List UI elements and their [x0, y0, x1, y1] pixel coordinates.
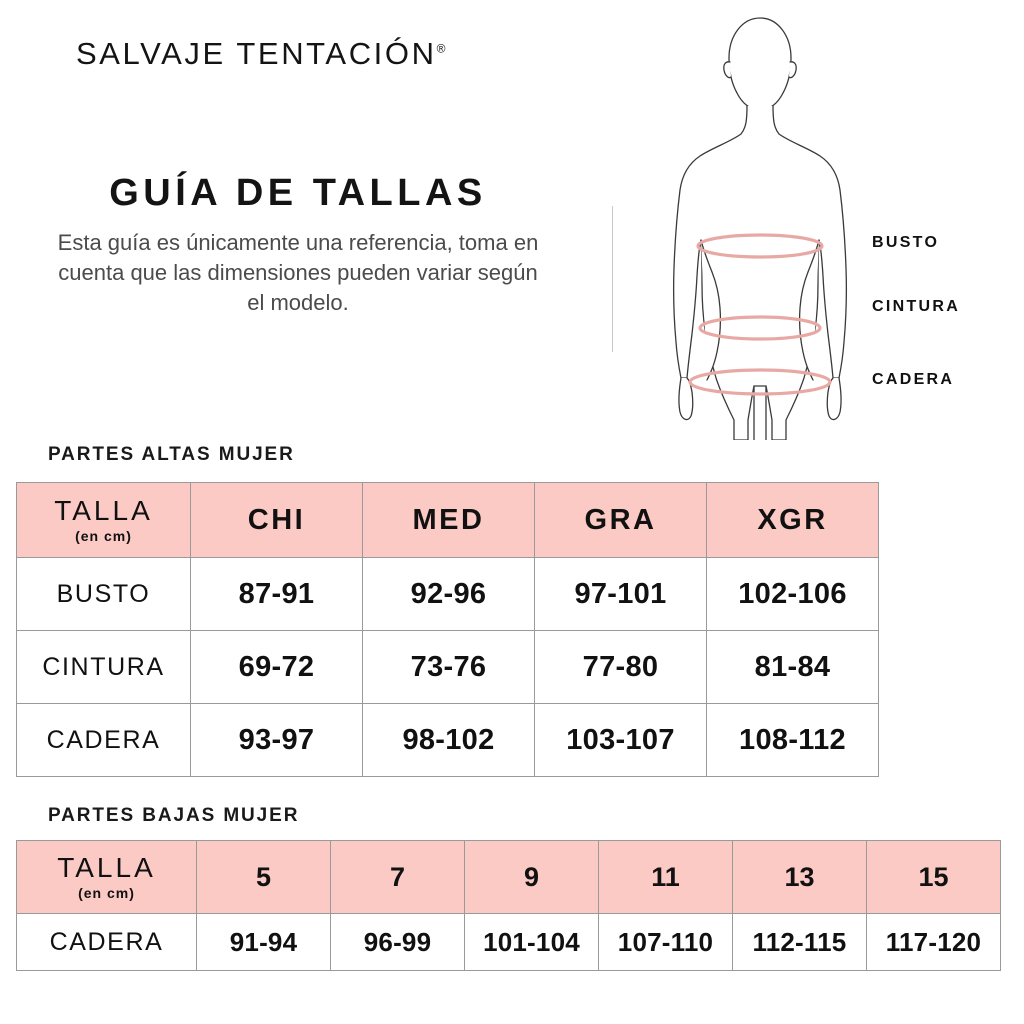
label-busto: BUSTO [872, 234, 940, 251]
vertical-divider [612, 206, 613, 352]
corner-label-sub: (en cm) [75, 527, 132, 544]
registered-trademark-icon: ® [436, 41, 446, 56]
table-partes-bajas: TALLA (en cm) 5 7 9 11 13 15 CADERA 91-9… [16, 840, 1001, 971]
section-heading-partes-altas: PARTES ALTAS MUJER [48, 444, 295, 465]
waist-measurement-band [698, 315, 822, 341]
table-header-row: TALLA (en cm) CHI MED GRA XGR [16, 482, 879, 558]
cell-cadera-chi: 93-97 [190, 703, 363, 777]
column-header-gra: GRA [534, 482, 707, 558]
column-header-xgr: XGR [706, 482, 879, 558]
figure-hand-left [678, 377, 694, 421]
figure-torso-contour [700, 239, 722, 381]
cell-cadera-15: 117-120 [866, 913, 1001, 971]
table-row: CADERA 93-97 98-102 103-107 108-112 [16, 703, 879, 777]
figure-body-outline [672, 105, 848, 440]
table-partes-altas: TALLA (en cm) CHI MED GRA XGR BUSTO 87-9… [16, 482, 879, 777]
column-header-13: 13 [732, 840, 867, 914]
column-header-chi: CHI [190, 482, 363, 558]
cell-cadera-7: 96-99 [330, 913, 465, 971]
cell-cadera-11: 107-110 [598, 913, 733, 971]
column-header-med: MED [362, 482, 535, 558]
column-header-9: 9 [464, 840, 599, 914]
table-row: BUSTO 87-91 92-96 97-101 102-106 [16, 557, 879, 631]
corner-label-sub: (en cm) [78, 884, 135, 901]
cell-cintura-gra: 77-80 [534, 630, 707, 704]
figure-torso-contour-right [798, 239, 820, 381]
cell-cintura-xgr: 81-84 [706, 630, 879, 704]
cell-cadera-9: 101-104 [464, 913, 599, 971]
cell-cadera-gra: 103-107 [534, 703, 707, 777]
measurement-bands [688, 233, 832, 396]
cell-cadera-xgr: 108-112 [706, 703, 879, 777]
cell-busto-gra: 97-101 [534, 557, 707, 631]
bust-measurement-band [696, 233, 824, 259]
cell-busto-med: 92-96 [362, 557, 535, 631]
cell-cadera-med: 98-102 [362, 703, 535, 777]
section-heading-partes-bajas: PARTES BAJAS MUJER [48, 805, 300, 826]
cell-cadera-5: 91-94 [196, 913, 331, 971]
column-header-7: 7 [330, 840, 465, 914]
page-title: GUÍA DE TALLAS [109, 172, 487, 214]
brand-name: SALVAJE TENTACIÓN [76, 36, 437, 71]
row-label-cadera: CADERA [16, 703, 191, 777]
label-cintura: CINTURA [872, 298, 961, 315]
column-header-15: 15 [866, 840, 1001, 914]
brand-wordmark: SALVAJE TENTACIÓN® [76, 36, 445, 72]
corner-cell-talla: TALLA (en cm) [16, 482, 191, 558]
cell-cintura-med: 73-76 [362, 630, 535, 704]
cell-busto-xgr: 102-106 [706, 557, 879, 631]
corner-label-main: TALLA [57, 852, 156, 884]
row-label-cadera: CADERA [16, 913, 197, 971]
page-description: Esta guía es únicamente una referencia, … [57, 230, 539, 315]
cell-busto-chi: 87-91 [190, 557, 363, 631]
row-label-cintura: CINTURA [16, 630, 191, 704]
corner-label-main: TALLA [54, 495, 153, 527]
corner-cell-talla: TALLA (en cm) [16, 840, 197, 914]
cell-cadera-13: 112-115 [732, 913, 867, 971]
figure-ear-right [788, 61, 797, 79]
figure-hand-right [826, 377, 842, 421]
figure-ear-left [723, 61, 732, 79]
table-header-row: TALLA (en cm) 5 7 9 11 13 15 [16, 840, 1001, 914]
cell-cintura-chi: 69-72 [190, 630, 363, 704]
female-body-diagram [630, 0, 890, 440]
label-cadera: CADERA [872, 371, 955, 388]
column-header-11: 11 [598, 840, 733, 914]
table-row: CINTURA 69-72 73-76 77-80 81-84 [16, 630, 879, 704]
column-header-5: 5 [196, 840, 331, 914]
figure-head [728, 17, 792, 111]
table-row: CADERA 91-94 96-99 101-104 107-110 112-1… [16, 913, 1001, 971]
row-label-busto: BUSTO [16, 557, 191, 631]
hip-measurement-band [688, 368, 832, 396]
